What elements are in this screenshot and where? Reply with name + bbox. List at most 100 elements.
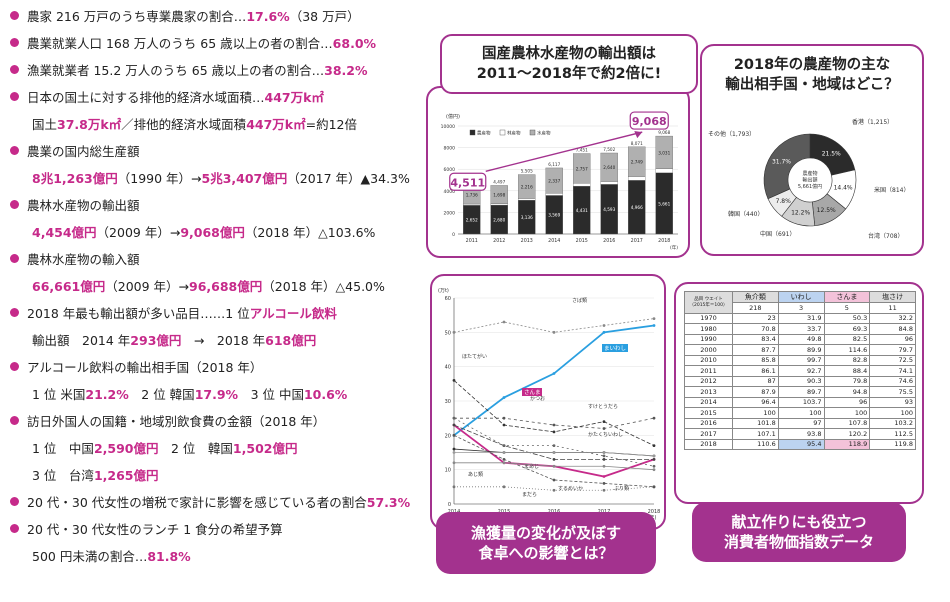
legend-label: 林産物 [507, 130, 521, 137]
fact-text: 2018 年最も輸出額が多い品目……1 位 [27, 306, 250, 321]
bar-total-label: 9,068 [658, 130, 670, 135]
series-point [652, 416, 656, 420]
x-tick-label: 2012 [493, 238, 505, 244]
fact-text: 2,590億円 [93, 441, 159, 456]
fact-text: （2018 年）△45.0% [262, 279, 385, 294]
growth-arrow [485, 131, 643, 172]
bullet-icon [10, 38, 19, 47]
bar-value-label: 2,337 [548, 179, 560, 184]
bar-segment [600, 181, 618, 185]
y-tick-label: 6000 [444, 167, 456, 173]
series-point [452, 447, 456, 451]
fact-text: 3 位 台湾 [32, 468, 94, 483]
series-point [502, 396, 506, 399]
series-point [452, 485, 456, 489]
fact-text: 9,068億円 [180, 225, 245, 240]
series-point [452, 433, 456, 437]
bar-segment [518, 174, 536, 199]
partners-pie-chart: 21.5% 香港（1,215） 14.4% 米国（814） 12.5% 台湾（708） 12… [708, 118, 909, 240]
x-tick-label: 2018 [648, 509, 661, 515]
bar-total-label: 6,117 [548, 162, 560, 167]
fact-text: → 2018 年 [181, 333, 266, 348]
pie-country-label: 中国（691） [760, 230, 795, 238]
pie-center-label: 農産物 [802, 170, 817, 177]
exports-title-line1: 国産農林水産物の輸出額は [482, 46, 656, 62]
y-tick-label: 8000 [444, 146, 456, 152]
callout-end-value: 9,068 [632, 115, 667, 128]
bar-value-label: 4,431 [576, 208, 588, 213]
bar-value-label: 4,593 [603, 207, 615, 212]
pie-country-label: 台湾（708） [868, 232, 903, 240]
fact-text: 447万k㎡ [264, 90, 324, 105]
table-column-header: 魚介類 [732, 291, 779, 303]
fact-text: 2 位 韓国 [128, 387, 195, 402]
y-tick-label: 2000 [444, 210, 456, 216]
fact-row: 20 代・30 代女性のランチ 1 食分の希望予算 [10, 521, 430, 548]
table-cell: 33.7 [777, 323, 825, 335]
table-cell: 2017 [684, 428, 733, 440]
table-cell: 1970 [684, 312, 733, 324]
series-point [652, 444, 656, 448]
series-point [602, 330, 606, 334]
pie-country-label: 香港（1,215） [852, 118, 893, 126]
legend-swatch [499, 129, 506, 136]
series-point [552, 464, 556, 468]
cpi-title-line1: 献立作りにも役立つ [731, 513, 867, 531]
fish-line-chart: (万t)010203040506020142015201620172018(年)… [438, 288, 661, 521]
x-axis-note: (年) [670, 244, 678, 251]
fact-row: 国土 37.8万k㎡ ／排他的経済水域面積 447万k㎡ =約12倍 [10, 116, 430, 143]
x-tick-label: 2016 [603, 238, 615, 244]
y-tick-label: 10000 [441, 124, 455, 130]
bar-value-label: 3,569 [548, 213, 560, 218]
table-cell: 93.8 [777, 428, 825, 440]
fact-text: 農業の国内総生産額 [27, 144, 140, 159]
table-cell: 87 [732, 375, 779, 387]
series-point [452, 416, 456, 420]
series-point [652, 468, 656, 472]
fish-panel: (万t)010203040506020142015201620172018(年)… [430, 274, 666, 530]
pie-center-label: 輸出額 [802, 177, 817, 184]
bar-segment [545, 193, 563, 196]
table-cell: 2013 [684, 386, 733, 398]
fact-text: 618億円 [265, 333, 317, 348]
pie-country-label: 韓国（440） [728, 210, 763, 218]
exports-title-line2: 2011～2018年で約2倍に! [476, 66, 662, 82]
fact-text: 農業就業人口 168 万人のうち 65 歳以上の者の割合… [27, 36, 333, 51]
table-cell: 2016 [684, 417, 733, 429]
bar-segment [545, 167, 563, 194]
table-cell: 100 [869, 407, 916, 419]
y-tick-label: 20 [445, 433, 451, 439]
partners-title-line1: 2018年の農産物の主な [733, 57, 891, 73]
pie-percent-label: 7.8% [776, 198, 792, 205]
series-point [602, 464, 606, 468]
table-cell: 74.1 [869, 365, 916, 377]
bar-value-label: 2,640 [603, 165, 615, 170]
bar-segment [573, 183, 591, 187]
fact-text: （38 万戸） [289, 9, 360, 24]
x-tick-label: 2018 [658, 238, 670, 244]
bar-value-label: 2,216 [521, 185, 533, 190]
series-line [453, 318, 655, 333]
series-point [602, 420, 606, 423]
legend-label: 農産物 [477, 130, 491, 137]
series-point [452, 461, 456, 465]
pie-slice [763, 133, 811, 200]
series-point [502, 416, 506, 420]
table-cell: 97 [777, 417, 825, 429]
fact-row: 日本の国土に対する排他的経済水域面積… 447万k㎡ [10, 89, 430, 116]
bar-total-label: 7,451 [576, 148, 588, 153]
series-point [452, 451, 456, 454]
fact-row: 4,454億円 （2009 年）→ 9,068億円 （2018 年）△103.6% [10, 224, 430, 251]
series-name-label: まあじ [524, 464, 539, 470]
table-cell: 2012 [684, 375, 733, 387]
table-weight-cell: 11 [869, 302, 916, 314]
series-point [502, 320, 506, 324]
fact-text: 17.9% [194, 387, 239, 402]
series-point [452, 423, 456, 427]
growth-arrow-head [634, 131, 643, 139]
table-cell: 79.8 [823, 375, 871, 387]
fact-row: 漁業就業者 15.2 万人のうち 65 歳以上の者の割合… 38.2% [10, 62, 430, 89]
series-name-label: まいわし [604, 345, 626, 352]
series-line [453, 434, 655, 488]
series-point [552, 372, 556, 375]
